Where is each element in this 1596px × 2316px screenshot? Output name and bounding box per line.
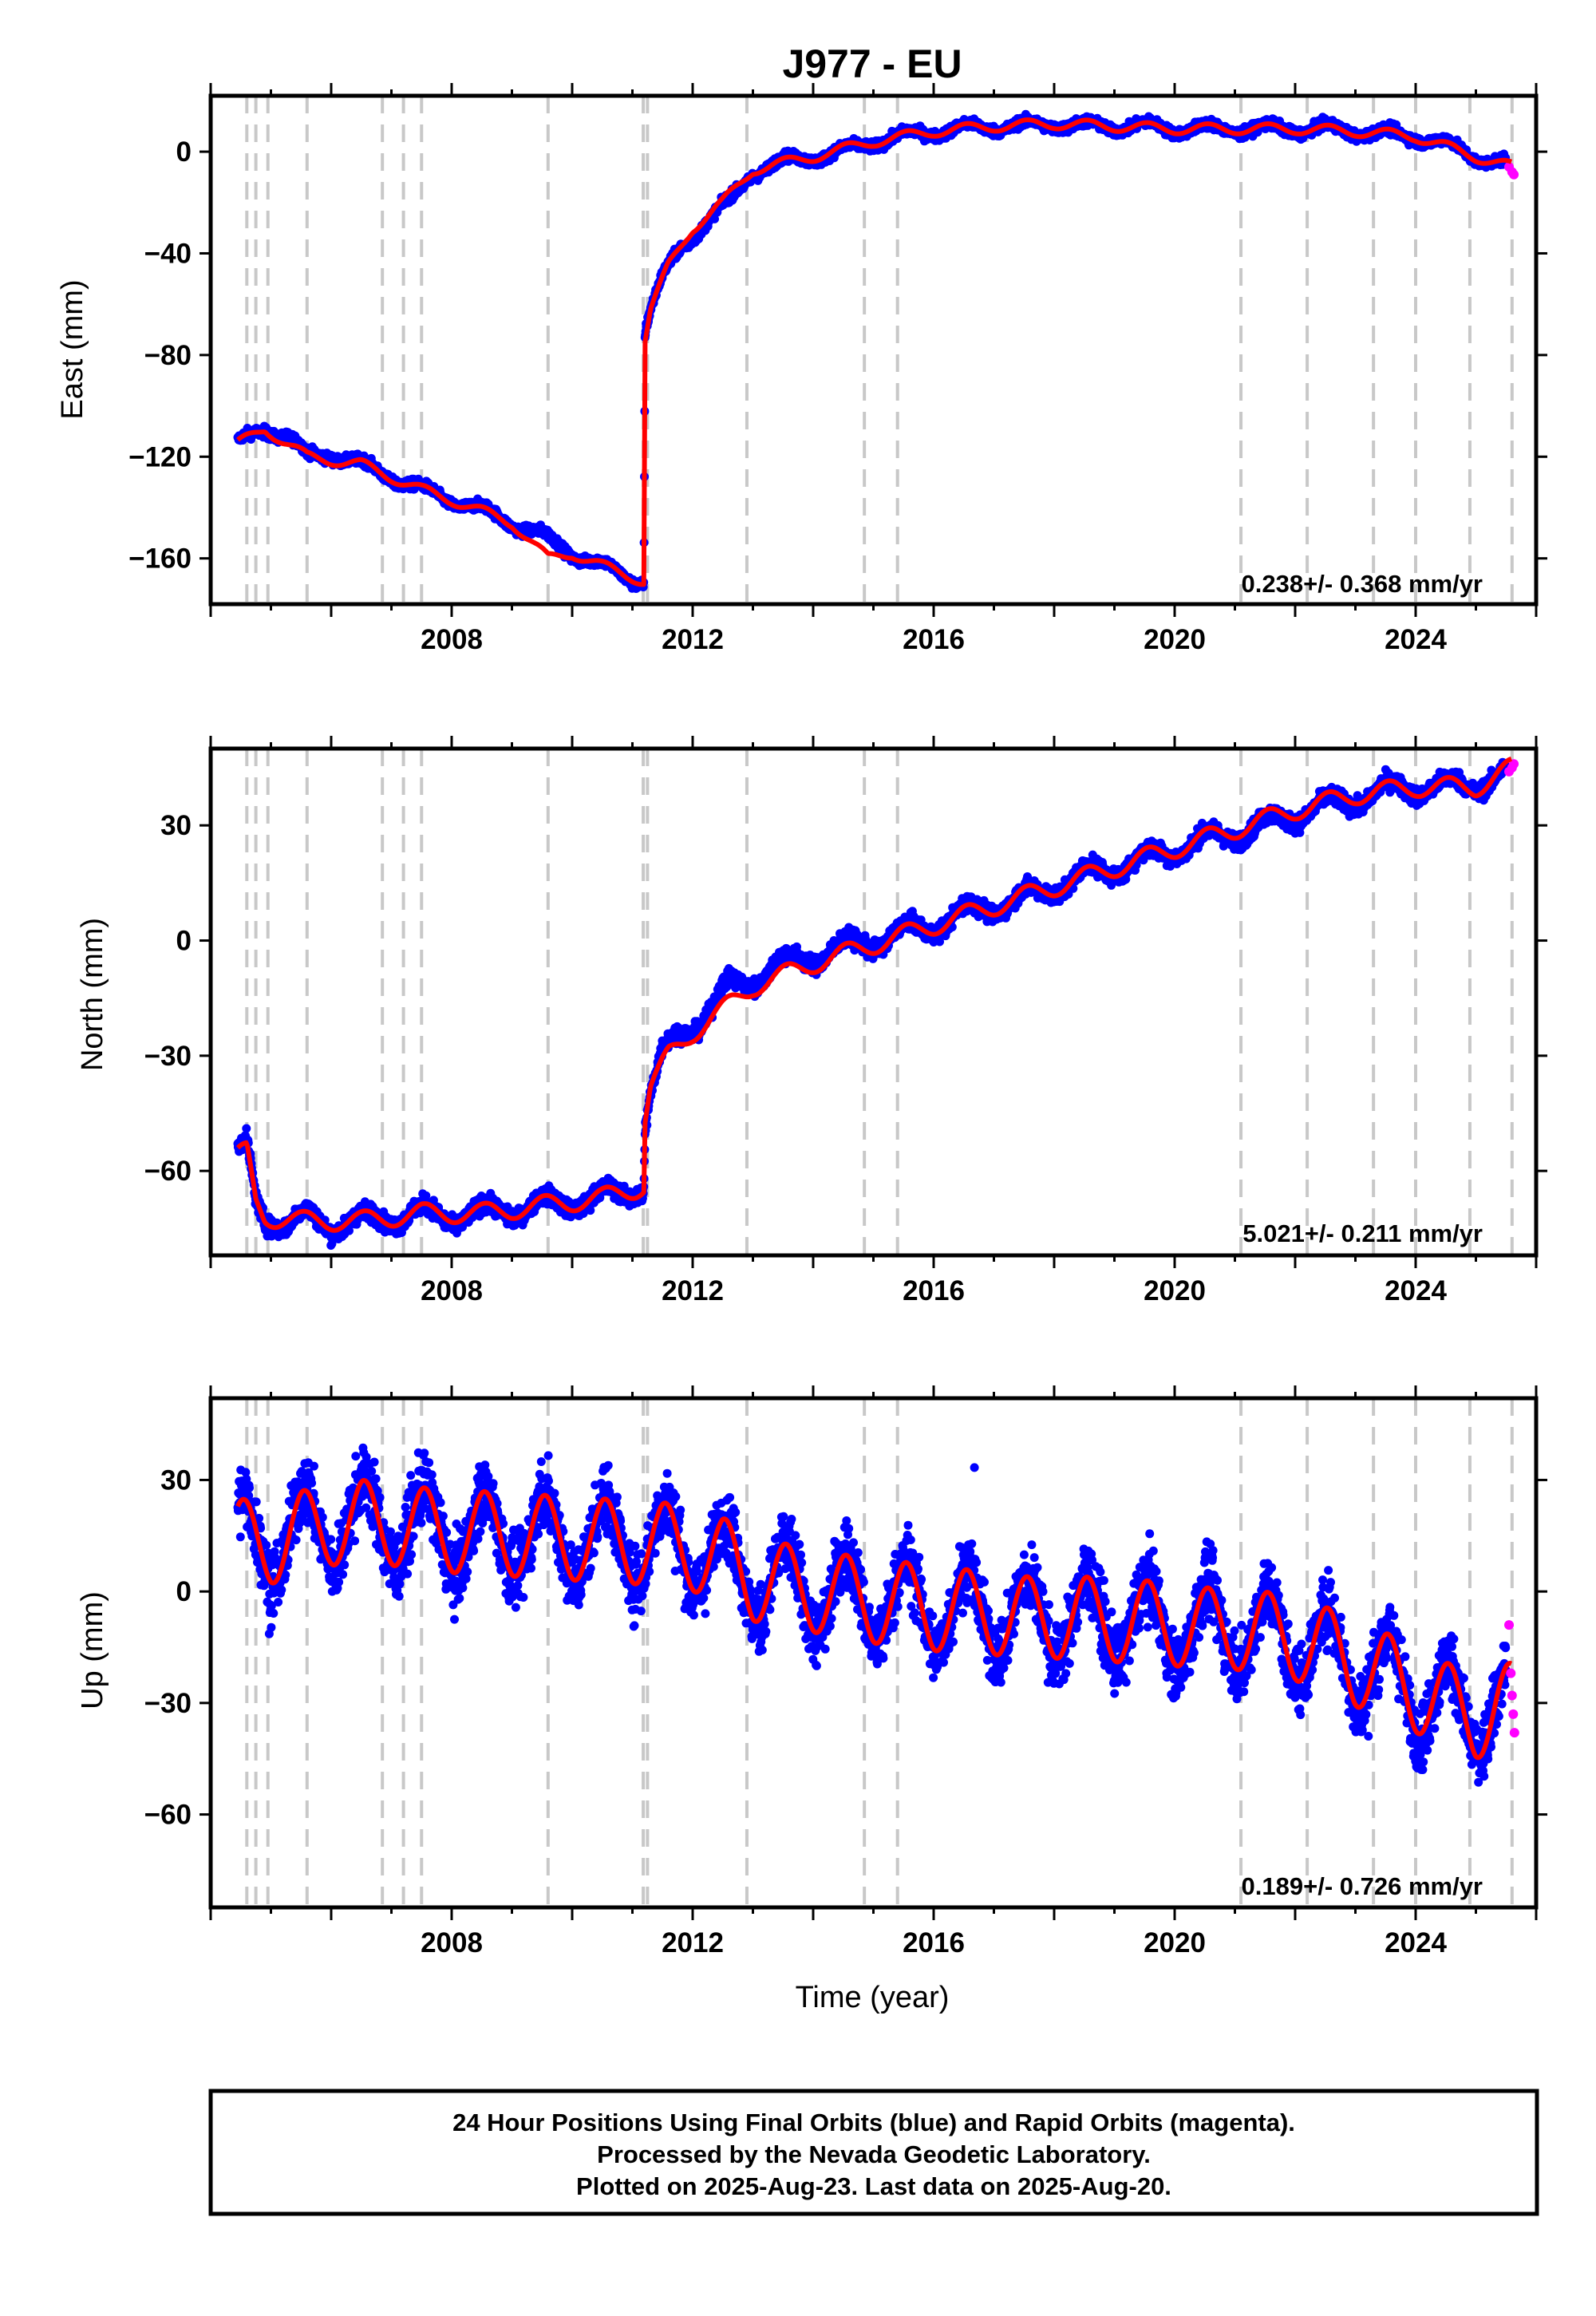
east-frame — [208, 93, 1539, 607]
east-xtick-label: 2020 — [1144, 624, 1206, 655]
panel-east: 0 −40 −80 −120 −160 2008 2012 2016 2020 2024 East… — [56, 83, 1547, 655]
east-y-axis-label: East (mm) — [56, 279, 89, 419]
east-rapid-point — [1509, 169, 1519, 180]
east-ytick-label: −80 — [144, 340, 192, 371]
east-ytick-label: −40 — [144, 238, 192, 269]
east-xtick-label: 2016 — [903, 624, 965, 655]
north-point — [242, 1124, 251, 1133]
east-plot-area — [233, 96, 1519, 604]
east-xtick-label: 2024 — [1385, 624, 1447, 655]
east-xtick-label: 2012 — [662, 624, 724, 655]
east-ytick-label: 0 — [176, 136, 192, 168]
east-xtick-label: 2008 — [421, 624, 483, 655]
chart-title: J977 - EU — [782, 41, 962, 86]
east-rate-label: 0.238+/- 0.368 mm/yr — [1242, 570, 1483, 598]
east-ytick-label: −160 — [128, 543, 192, 575]
north-plot-area — [233, 749, 1519, 1255]
east-marks: 0 −40 −80 −120 −160 2008 2012 2016 2020 2024 — [128, 83, 1547, 655]
east-model-line — [236, 117, 1513, 587]
east-ytick-label: −120 — [128, 441, 192, 472]
